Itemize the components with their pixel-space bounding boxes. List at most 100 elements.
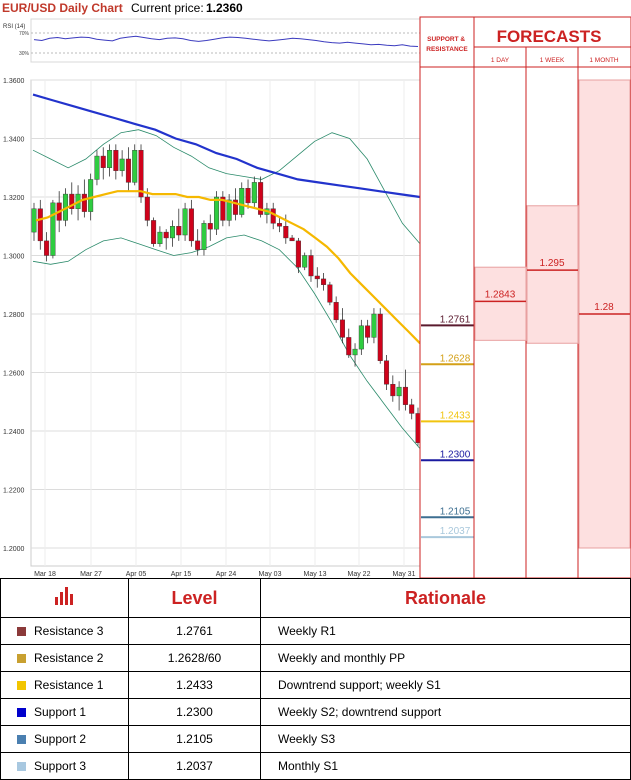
row-name-cell: Support 2 — [0, 725, 129, 753]
sr-level-label: 1.2105 — [440, 506, 471, 517]
candle-body — [339, 319, 345, 338]
candle-body — [188, 208, 194, 242]
row-name-cell: Resistance 1 — [0, 671, 129, 699]
row-rationale: Weekly R1 — [260, 617, 631, 645]
sma-fast-line — [35, 190, 421, 345]
row-rationale: Weekly S2; downtrend support — [260, 698, 631, 726]
candle-body — [94, 155, 100, 180]
y-tick-label: 1.2200 — [3, 488, 25, 495]
bollinger-lower — [32, 234, 421, 449]
candle-body — [327, 284, 333, 303]
level-color-swatch — [17, 653, 26, 663]
rationale-table: Level Rationale Resistance 3 1.2761 Weekly… — [0, 578, 631, 780]
candle-body — [226, 199, 232, 221]
forecast-value-label: 1.2843 — [485, 289, 516, 300]
candle-body — [81, 193, 87, 212]
x-tick-label: Apr 24 — [216, 571, 237, 578]
candle-body — [31, 208, 37, 233]
candle-body — [308, 255, 314, 277]
table-row: Support 2 1.2105 Weekly S3 — [0, 725, 631, 753]
candle-body — [44, 240, 50, 256]
table-row: Resistance 2 1.2628/60 Weekly and monthly … — [0, 644, 631, 672]
rsi-label: RSI (14) — [3, 24, 25, 30]
forecast-value-label: 1.295 — [539, 258, 564, 269]
row-rationale: Monthly S1 — [260, 752, 631, 780]
candle-body — [182, 208, 188, 236]
candle-body — [390, 384, 396, 397]
candle-body — [283, 226, 289, 239]
forecast-range-box — [526, 205, 579, 344]
candle-body — [107, 149, 113, 168]
y-tick-label: 1.3400 — [3, 137, 25, 144]
candle-body — [113, 149, 119, 171]
sma-slow-line — [32, 93, 421, 199]
table-row: Support 1 1.2300 Weekly S2; downtrend supp… — [0, 698, 631, 726]
candle-body — [132, 149, 138, 183]
candle-body — [377, 313, 383, 361]
current-price-label: Current price: — [131, 1, 204, 15]
candle-body — [163, 231, 169, 239]
candle-body — [314, 275, 320, 280]
candle-body — [371, 313, 377, 338]
row-name: Support 1 — [34, 705, 87, 719]
candle-body — [144, 196, 150, 221]
table-row: Resistance 1 1.2433 Downtrend support; wee… — [0, 671, 631, 699]
x-tick-label: Apr 05 — [126, 571, 147, 578]
header-icon-cell — [0, 578, 129, 618]
current-price-value: 1.2360 — [206, 1, 243, 15]
x-tick-label: May 22 — [348, 571, 371, 578]
forecasts-title: FORECASTS — [497, 27, 602, 46]
candle-body — [88, 179, 94, 212]
x-tick-label: Apr 15 — [171, 571, 192, 578]
row-name: Resistance 1 — [34, 678, 104, 692]
candle-body — [289, 237, 295, 242]
candle-body — [302, 255, 308, 268]
row-rationale: Downtrend support; weekly S1 — [260, 671, 631, 699]
candle-body — [157, 231, 163, 245]
sr-level-label: 1.2761 — [440, 314, 471, 325]
candle-body — [195, 240, 201, 250]
sr-level-label: 1.2628 — [440, 353, 471, 364]
level-color-swatch — [17, 734, 26, 744]
candle-body — [239, 188, 245, 215]
row-rationale: Weekly S3 — [260, 725, 631, 753]
sr-level-label: 1.2037 — [440, 526, 471, 537]
row-level: 1.2628/60 — [128, 644, 261, 672]
level-color-swatch — [17, 680, 26, 690]
candle-body — [119, 158, 125, 171]
row-name: Resistance 3 — [34, 624, 104, 638]
y-tick-label: 1.3600 — [3, 78, 25, 85]
candle-body — [384, 360, 390, 385]
table-row: Resistance 3 1.2761 Weekly R1 — [0, 617, 631, 645]
y-tick-label: 1.3000 — [3, 254, 25, 261]
forecast-panel: FORECASTS 1 DAY 1 WEEK 1 MONTH 1.2843 1.2… — [473, 16, 631, 578]
chart-area: RSI (14) 70% 30% 1.3600 1.3400 1.3200 1.300… — [3, 16, 631, 578]
support-resistance-panel: SUPPORT & RESISTANCE 1.2761 1.2628 1.2433 1… — [419, 16, 475, 578]
candle-body — [100, 155, 106, 168]
table-row: Support 3 1.2037 Monthly S1 — [0, 752, 631, 780]
x-tick-label: May 31 — [393, 571, 416, 578]
candle-body — [295, 240, 301, 268]
sr-header: SUPPORT & RESISTANCE — [426, 36, 468, 53]
candle-body — [50, 202, 56, 256]
y-tick-label: 1.2000 — [3, 546, 25, 553]
level-color-swatch — [17, 626, 26, 636]
price-panel: 1.3600 1.3400 1.3200 1.3000 1.2800 1.2600 1.24… — [3, 78, 421, 578]
candle-body — [402, 386, 408, 405]
forecast-col-1month: 1 MONTH — [589, 57, 619, 64]
forecast-value-label: 1.28 — [594, 302, 614, 313]
x-tick-label: Mar 18 — [34, 571, 56, 578]
candle-body — [151, 220, 157, 244]
y-tick-label: 1.3200 — [3, 195, 25, 202]
x-tick-label: May 13 — [304, 571, 327, 578]
y-tick-label: 1.2400 — [3, 429, 25, 436]
row-name: Support 2 — [34, 732, 87, 746]
candle-body — [346, 337, 352, 356]
forecast-range-box — [474, 266, 527, 341]
candle-body — [277, 223, 283, 227]
row-level: 1.2761 — [128, 617, 261, 645]
candle-body — [333, 302, 339, 321]
candle-body — [176, 226, 182, 236]
row-name: Support 3 — [34, 759, 87, 773]
header-rationale: Rationale — [260, 578, 631, 618]
